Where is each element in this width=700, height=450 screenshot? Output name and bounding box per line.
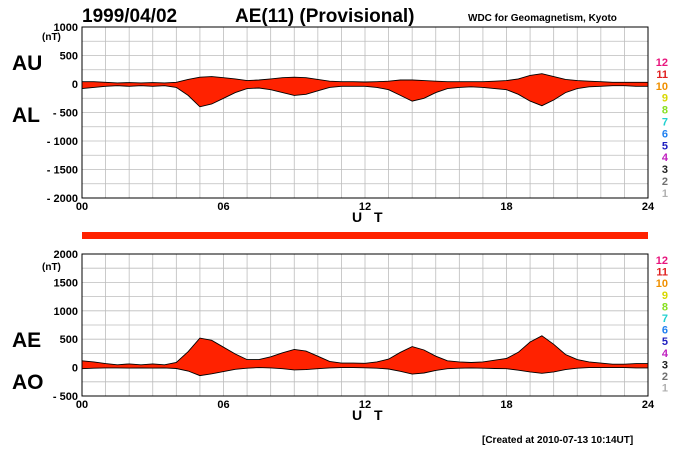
ae-ao-plot-frame [81,253,649,397]
au-al-plot-frame [81,26,649,199]
x-tick-label: 12 [359,399,371,411]
legend-level-6: 6 [662,325,668,337]
al-label: AL [12,104,40,127]
au-al-grid [82,27,648,198]
legend-level-1: 1 [662,383,668,395]
au-series-line [82,73,648,84]
y-tick-label: 1000 [54,22,78,34]
ao-label: AO [12,371,44,394]
legend-level-8: 8 [662,105,668,117]
legend-level-5: 5 [662,140,668,152]
legend-level-12: 12 [656,57,668,69]
x-tick-label: 12 [359,201,371,213]
legend-level-4: 4 [662,152,669,164]
legend-level-5: 5 [662,336,668,348]
legend-level-4: 4 [662,348,669,360]
y-tick-label: 1500 [54,277,78,289]
au-al-fill [82,73,648,107]
ae-ao-grid [82,254,648,396]
y-tick-label: 2000 [54,249,78,261]
ae-ao-x-axis-label: U T [352,407,387,423]
y-tick-label: 0 [72,79,78,91]
data-coverage-bar [82,232,648,239]
legend-level-2: 2 [662,176,668,188]
organization-label: WDC for Geomagnetism, Kyoto [468,13,617,24]
y-tick-label: 500 [60,51,78,63]
y-tick-label: - 1500 [47,165,78,177]
legend-level-7: 7 [662,117,668,129]
al-series-line [81,85,648,108]
legend-level-3: 3 [662,359,668,371]
legend-level-1: 1 [662,188,668,200]
y-tick-label: - 1000 [47,136,78,148]
x-tick-label: 24 [642,399,655,411]
x-tick-label: 06 [217,201,229,213]
x-tick-label: 00 [76,201,88,213]
au-al-x-axis-label: U T [352,209,387,225]
y-tick-label: - 2000 [47,193,78,205]
x-tick-label: 24 [642,201,655,213]
legend-level-12: 12 [656,255,668,267]
created-timestamp: [Created at 2010-07-13 10:14UT] [482,435,633,446]
au-al-unit-label: (nT) [42,32,61,43]
y-tick-label: - 500 [53,391,78,403]
legend-level-2: 2 [662,371,668,383]
ae-ao-fill [82,335,648,376]
y-tick-label: 0 [72,363,78,375]
au-al-marks [81,73,648,108]
legend-level-6: 6 [662,128,668,140]
y-tick-label: - 500 [53,108,78,120]
ao-series-line [81,367,648,377]
x-tick-label: 18 [500,201,512,213]
legend-level-11: 11 [656,267,668,279]
au-al-y-ticks: 1000 500 0 - 500 - 1000 - 1500 - 2000 [47,22,78,205]
ae-series-line [81,335,648,366]
legend-level-8: 8 [662,301,668,313]
legend-level-10: 10 [656,278,668,290]
legend-level-9: 9 [662,93,668,105]
legend-level-7: 7 [662,313,668,325]
y-tick-label: 1000 [54,306,78,318]
legend-level-11: 11 [656,69,668,81]
ae-ao-y-ticks: 2000 1500 1000 500 0 - 500 [53,249,78,403]
x-tick-label: 06 [217,399,229,411]
legend-level-10: 10 [656,81,668,93]
legend-level-3: 3 [662,164,668,176]
date-title: 1999/04/02 [82,6,177,27]
ae-label: AE [12,329,41,352]
ae-ao-marks [81,335,648,377]
ae-ao-unit-label: (nT) [42,262,61,273]
x-tick-label: 18 [500,399,512,411]
au-label: AU [12,52,42,75]
legend-level-9: 9 [662,290,668,302]
y-tick-label: 500 [60,334,78,346]
au-al-x-ticks: 00 06 12 18 24 [76,201,655,213]
x-tick-label: 00 [76,399,88,411]
ae-ao-x-ticks: 00 06 12 18 24 [76,399,655,411]
chart-title: AE(11) (Provisional) [235,6,415,27]
